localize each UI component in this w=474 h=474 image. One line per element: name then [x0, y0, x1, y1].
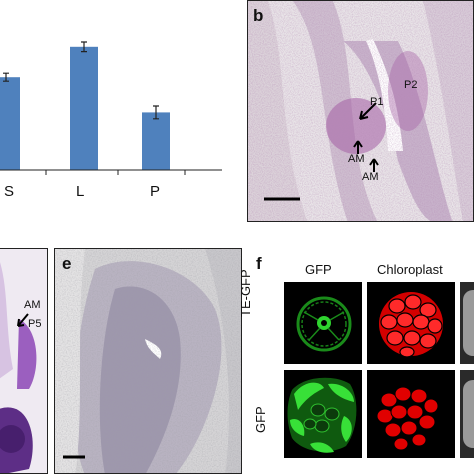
column-header-gfp: GFP [305, 262, 332, 277]
bar-l [70, 46, 98, 170]
x-tick-label-p: P [150, 183, 161, 200]
error-bar-s [3, 72, 9, 82]
panel-f-letter: f [256, 254, 262, 273]
label-p2: P2 [404, 79, 418, 91]
panel-e-tissue [55, 249, 241, 473]
label-p5: P5 [28, 318, 42, 330]
label-am-d: AM [24, 299, 41, 311]
image-gfp-gfp [284, 370, 362, 458]
row-label-te-gfp: TE-GFP [238, 269, 253, 317]
bar-chart [0, 41, 222, 175]
panel-e-letter: e [62, 254, 72, 273]
arrow-am-upper [353, 140, 363, 154]
label-am-upper: AM [348, 153, 365, 165]
panel-b-micrograph [247, 0, 474, 222]
arrow-am-d [17, 313, 29, 327]
image-gfp-brightfield [460, 370, 474, 458]
image-te-gfp-chloroplast [367, 282, 455, 364]
column-header-chloroplast: Chloroplast [377, 262, 443, 277]
error-bar-l [81, 41, 87, 53]
row-label-gfp: GFP [253, 406, 268, 433]
label-p1: P1 [370, 96, 384, 108]
label-am-lower: AM [362, 171, 379, 183]
arrow-am-lower [369, 158, 379, 172]
panel-e-micrograph [54, 248, 242, 474]
bar-p [142, 112, 170, 170]
image-gfp-chloroplast [367, 370, 455, 458]
arrow-p1 [359, 102, 377, 120]
error-bar-p [153, 105, 159, 120]
panel-b-tissue [248, 1, 473, 221]
bar-s [0, 77, 20, 170]
image-te-gfp-brightfield [460, 282, 474, 364]
x-tick-label-l: L [76, 183, 85, 200]
panel-d-micrograph [0, 248, 48, 474]
panel-b-letter: b [253, 6, 264, 25]
image-te-gfp-gfp [284, 282, 362, 364]
x-tick-label-s: S [4, 183, 15, 200]
panel-d-tissue [0, 249, 47, 473]
